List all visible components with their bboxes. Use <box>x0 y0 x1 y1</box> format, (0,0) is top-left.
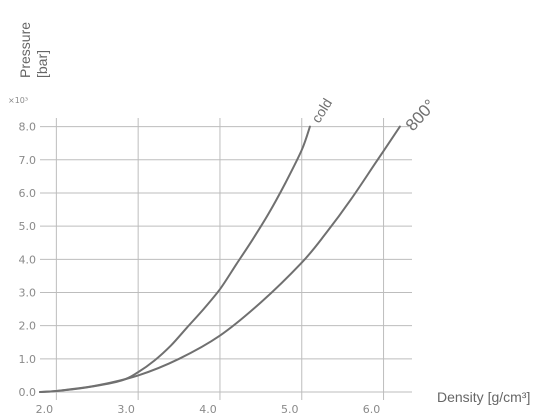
x-tick-label: 4.0 <box>199 403 217 416</box>
x-tick-label: 3.0 <box>117 403 135 416</box>
y-axis-multiplier: ×10³ <box>8 96 28 105</box>
series-label-800: 800° <box>402 96 440 135</box>
x-axis-title: Density [g/cm³] <box>437 389 530 405</box>
y-tick-label: 2.0 <box>19 320 37 333</box>
y-tick-label: 3.0 <box>19 286 37 299</box>
y-tick-label: 0.0 <box>19 386 37 399</box>
series-label-cold: cold <box>308 95 335 125</box>
x-tick-label: 6.0 <box>363 403 381 416</box>
y-tick-label: 7.0 <box>19 154 37 167</box>
x-tick-label: 5.0 <box>281 403 299 416</box>
y-tick-label: 6.0 <box>19 187 37 200</box>
y-tick-label: 4.0 <box>19 253 37 266</box>
x-tick-label: 2.0 <box>36 403 54 416</box>
y-tick-label: 8.0 <box>19 121 37 134</box>
y-tick-label: 1.0 <box>19 353 37 366</box>
y-axis-title-line1: Pressure <box>17 22 33 78</box>
series-line-800 <box>39 125 401 393</box>
y-tick-label: 5.0 <box>19 220 37 233</box>
y-axis-title-line2: [bar] <box>34 50 50 78</box>
tick-labels: 0.0 1.0 2.0 3.0 4.0 5.0 6.0 7.0 8.0 2.0 3.0 4.0 5.0 6… <box>19 121 381 416</box>
series-lines <box>39 125 401 393</box>
grid-lines <box>40 118 412 400</box>
